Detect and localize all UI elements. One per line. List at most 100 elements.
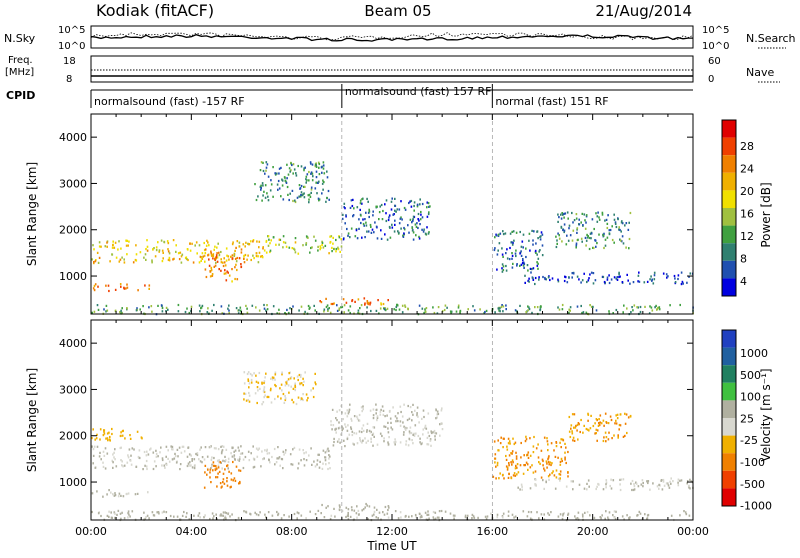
echo-cell-region-1 — [302, 244, 304, 247]
echo-cell-region-8 — [563, 216, 565, 219]
echo-cell-region-8 — [568, 227, 570, 230]
echo-cell-region-0 — [234, 257, 237, 260]
echo-cell-region-10 — [457, 304, 460, 307]
echo-cell-region-7 — [503, 477, 505, 480]
echo-cell-region-7 — [525, 461, 528, 464]
echo-cell-region-9 — [531, 268, 533, 271]
echo-cell-region-1 — [335, 247, 338, 251]
echo-cell-region-3 — [261, 182, 264, 185]
echo-cell-region-3 — [303, 169, 305, 172]
echo-cell-region-7 — [559, 477, 561, 480]
colorbar-swatch — [722, 418, 736, 436]
echo-cell-region-7 — [559, 473, 562, 476]
echo-cell-region-5 — [102, 495, 104, 498]
echo-cell-region-10 — [449, 310, 452, 313]
echo-cell-region-7 — [653, 274, 656, 277]
echo-cell-region-0 — [208, 446, 211, 449]
echo-cell-region-10 — [440, 509, 443, 513]
echo-cell-region-7 — [529, 437, 531, 440]
echo-cell-region-0 — [233, 456, 235, 459]
echo-cell-region-0 — [242, 458, 245, 461]
echo-cell-region-7 — [588, 277, 590, 280]
echo-cell-region-1 — [381, 405, 384, 408]
echo-cell-region-4 — [285, 382, 288, 385]
echo-cell-region-4 — [236, 268, 238, 272]
echo-cell-region-1 — [361, 427, 363, 430]
echo-cell-region-9 — [525, 255, 527, 259]
echo-cell-region-3 — [327, 189, 330, 193]
echo-cell-region-8 — [590, 232, 593, 235]
echo-cell-region-0 — [212, 253, 215, 256]
echo-cell-region-4 — [266, 395, 269, 399]
echo-cell-region-0 — [175, 461, 178, 464]
echo-cell-region-0 — [218, 459, 220, 462]
echo-cell-region-1 — [362, 408, 364, 411]
colorbar-swatch — [722, 137, 736, 156]
echo-cell-region-1 — [422, 433, 424, 436]
echo-cell-region-7 — [618, 275, 620, 279]
echo-cell-region-10 — [228, 304, 230, 307]
echo-cell-region-3 — [300, 191, 303, 194]
echo-cell-region-2 — [362, 222, 365, 226]
echo-cell-region-8 — [605, 218, 608, 221]
echo-cell-region-1 — [362, 405, 364, 408]
echo-cell-region-3 — [285, 181, 288, 184]
echo-cell-region-10 — [615, 510, 617, 513]
echo-cell-region-6 — [376, 508, 378, 511]
echo-cell-region-7 — [564, 451, 566, 454]
echo-cell-region-1 — [387, 431, 390, 434]
echo-cell-region-10 — [157, 511, 160, 514]
echo-cell-region-1 — [411, 439, 413, 442]
echo-cell-region-2 — [371, 228, 374, 231]
echo-cell-region-0 — [248, 459, 251, 462]
echo-cell-region-8 — [627, 416, 630, 419]
echo-cell-region-7 — [502, 446, 504, 449]
echo-cell-region-4 — [246, 372, 249, 376]
echo-cell-region-9 — [541, 244, 544, 247]
echo-cell-region-4 — [267, 395, 270, 399]
echo-cell-region-2 — [372, 214, 374, 217]
echo-cell-region-7 — [510, 477, 513, 480]
echo-cell-region-2 — [378, 211, 381, 214]
echo-cell-region-10 — [287, 311, 290, 315]
echo-cell-region-8 — [606, 222, 609, 225]
echo-cell-region-0 — [238, 449, 240, 452]
echo-cell-region-9 — [612, 479, 615, 482]
echo-cell-region-0 — [117, 248, 119, 251]
echo-cell-region-0 — [143, 256, 145, 259]
echo-cell-region-8 — [594, 422, 596, 425]
echo-cell-region-2 — [421, 202, 424, 206]
echo-cell-region-3 — [322, 188, 324, 191]
echo-cell-region-10 — [272, 305, 275, 308]
echo-cell-region-3 — [322, 179, 324, 182]
echo-cell-region-9 — [519, 264, 521, 267]
echo-cell-region-3 — [315, 176, 318, 179]
echo-cell-region-2 — [427, 232, 430, 235]
echo-cell-region-9 — [523, 266, 525, 269]
echo-cell-region-10 — [338, 308, 340, 311]
echo-cell-region-7 — [532, 278, 535, 281]
echo-cell-region-10 — [190, 305, 193, 308]
echo-cell-region-2 — [367, 230, 370, 233]
echo-cell-region-1 — [329, 240, 332, 244]
echo-cell-region-9 — [527, 269, 529, 272]
time-tick-label: 00:00 — [677, 525, 709, 538]
echo-cell-region-0 — [328, 462, 330, 465]
echo-cell-region-10 — [528, 306, 530, 309]
echo-cell-region-0 — [314, 465, 317, 468]
echo-cell-region-0 — [171, 445, 174, 448]
echo-cell-region-1 — [405, 443, 407, 446]
echo-cell-region-2 — [391, 226, 394, 229]
echo-cell-region-10 — [323, 308, 326, 311]
echo-cell-region-7 — [494, 453, 497, 456]
echo-cell-region-10 — [490, 512, 492, 515]
echo-cell-region-1 — [367, 439, 369, 442]
echo-cell-region-9 — [554, 487, 557, 490]
echo-cell-region-1 — [397, 412, 399, 415]
echo-cell-region-10 — [206, 311, 209, 314]
echo-cell-region-6 — [319, 300, 321, 303]
echo-cell-region-0 — [125, 239, 127, 242]
echo-cell-region-10 — [582, 311, 585, 314]
echo-cell-region-7 — [524, 440, 527, 443]
echo-cell-region-1 — [418, 421, 420, 424]
